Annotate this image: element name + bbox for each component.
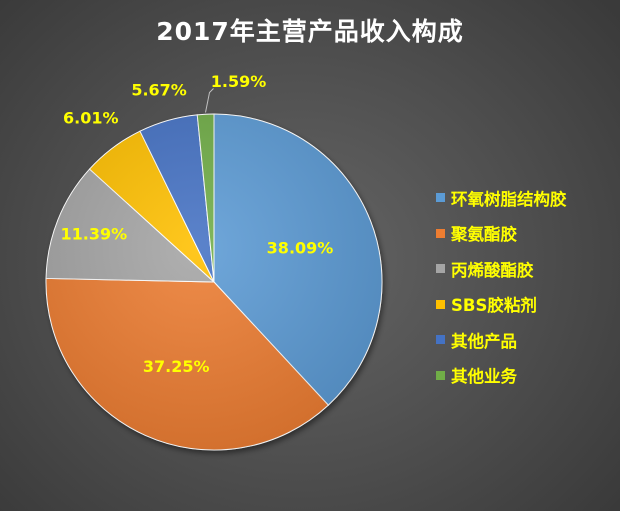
legend-item-6: 其他业务 bbox=[436, 358, 567, 394]
legend-label: 丙烯酸酯胶 bbox=[451, 260, 534, 280]
data-label-6: 1.59% bbox=[211, 72, 267, 91]
legend-item-3: 丙烯酸酯胶 bbox=[436, 251, 567, 287]
chart-title: 2017年主营产品收入构成 bbox=[156, 17, 464, 46]
data-label-2: 37.25% bbox=[143, 357, 210, 376]
legend-item-1: 环氧树脂结构胶 bbox=[436, 180, 567, 216]
legend-label: 其他产品 bbox=[451, 331, 517, 351]
data-label-5: 5.67% bbox=[131, 80, 187, 99]
legend-label: SBS胶粘剂 bbox=[451, 296, 537, 316]
leader-line-6 bbox=[205, 88, 214, 113]
data-label-1: 38.09% bbox=[267, 239, 334, 258]
legend-label: 聚氨酯胶 bbox=[451, 225, 517, 245]
legend-swatch bbox=[436, 228, 445, 238]
data-label-3: 11.39% bbox=[60, 225, 127, 244]
legend-label: 环氧树脂结构胶 bbox=[451, 189, 567, 209]
legend-label: 其他业务 bbox=[451, 367, 517, 387]
legend-swatch bbox=[436, 299, 445, 309]
data-label-4: 6.01% bbox=[63, 109, 119, 128]
legend-item-2: 聚氨酯胶 bbox=[436, 216, 567, 252]
legend-item-5: 其他产品 bbox=[436, 322, 567, 358]
legend-swatch bbox=[436, 335, 445, 345]
legend-item-4: SBS胶粘剂 bbox=[436, 287, 567, 323]
legend-swatch bbox=[436, 193, 445, 203]
legend: 环氧树脂结构胶 聚氨酯胶丙烯酸酯胶 SBS胶粘剂 其他产品其他业务 bbox=[436, 180, 567, 393]
legend-swatch bbox=[436, 370, 445, 380]
legend-swatch bbox=[436, 264, 445, 274]
